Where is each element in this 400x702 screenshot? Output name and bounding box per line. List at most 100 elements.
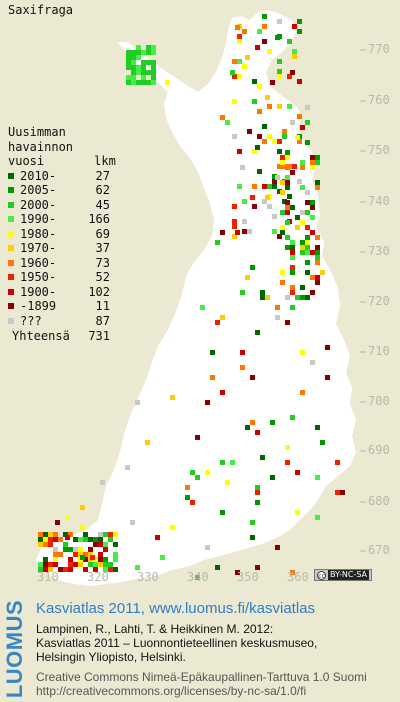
observation-grid-cell bbox=[277, 164, 282, 169]
observation-grid-cell bbox=[255, 145, 260, 150]
observation-grid-cell bbox=[285, 220, 290, 225]
observation-grid-cell bbox=[257, 109, 262, 114]
observation-grid-cell bbox=[210, 350, 215, 355]
observation-grid-cell bbox=[73, 562, 78, 567]
observation-grid-cell bbox=[126, 65, 131, 70]
observation-grid-cell bbox=[43, 567, 48, 572]
observation-grid-cell bbox=[98, 552, 103, 557]
observation-grid-cell bbox=[280, 155, 285, 160]
observation-grid-cell bbox=[295, 295, 300, 300]
observation-grid-cell bbox=[136, 80, 141, 85]
observation-grid-cell bbox=[240, 290, 245, 295]
license: Creative Commons Nimeä-Epäkaupallinen-Ta… bbox=[36, 670, 367, 698]
legend-swatch bbox=[8, 201, 14, 208]
observation-grid-cell bbox=[305, 260, 310, 265]
observation-grid-cell bbox=[237, 34, 242, 39]
legend-count: 45 bbox=[95, 197, 110, 212]
y-tick-label: 700 bbox=[368, 394, 390, 408]
observation-grid-cell bbox=[83, 557, 88, 562]
observation-grid-cell bbox=[93, 562, 98, 567]
observation-grid-cell bbox=[38, 562, 43, 567]
observation-grid-cell bbox=[113, 557, 118, 562]
license-line[interactable]: http://creativecommons.org/licenses/by-n… bbox=[36, 684, 307, 698]
observation-grid-cell bbox=[165, 80, 170, 85]
observation-grid-cell bbox=[220, 510, 225, 515]
observation-grid-cell bbox=[280, 210, 285, 215]
observation-grid-cell bbox=[232, 204, 237, 209]
legend-swatch bbox=[8, 187, 14, 194]
observation-grid-cell bbox=[297, 139, 302, 144]
observation-grid-cell bbox=[292, 49, 297, 54]
observation-grid-cell bbox=[272, 139, 277, 144]
observation-grid-cell bbox=[250, 265, 255, 270]
observation-grid-cell bbox=[257, 169, 262, 174]
observation-grid-cell bbox=[65, 535, 70, 540]
observation-grid-cell bbox=[220, 460, 225, 465]
observation-grid-cell bbox=[80, 555, 85, 560]
legend-count: 62 bbox=[95, 183, 110, 197]
observation-grid-cell bbox=[267, 184, 272, 189]
observation-grid-cell bbox=[285, 320, 290, 325]
legend-count: 73 bbox=[95, 255, 110, 270]
legend-rows: 2010- 27 2005- 62 2000- 45 1990- 166 1980- 69… bbox=[8, 169, 116, 329]
cc-license-badge[interactable]: cc BY-NC-SA bbox=[314, 569, 372, 581]
observation-grid-cell bbox=[277, 59, 282, 64]
legend-heading-line: havainnon bbox=[8, 139, 74, 154]
observation-grid-cell bbox=[63, 547, 68, 552]
y-tick-label: 750 bbox=[368, 143, 390, 157]
observation-grid-cell bbox=[43, 562, 48, 567]
luomus-logo-text: LUOMUS bbox=[2, 599, 27, 699]
observation-grid-cell bbox=[68, 547, 73, 552]
observation-grid-cell bbox=[320, 440, 325, 445]
observation-grid-cell bbox=[287, 194, 292, 199]
observation-grid-cell bbox=[290, 270, 295, 275]
observation-grid-cell bbox=[232, 74, 237, 79]
observation-grid-cell bbox=[292, 54, 297, 59]
observation-grid-cell bbox=[310, 200, 315, 205]
observation-grid-cell bbox=[257, 84, 262, 89]
observation-grid-cell bbox=[310, 155, 315, 160]
observation-grid-cell bbox=[260, 455, 265, 460]
observation-grid-cell bbox=[232, 134, 237, 139]
species-title: Saxifraga bbox=[8, 3, 74, 17]
observation-grid-cell bbox=[73, 547, 78, 552]
observation-grid-cell bbox=[130, 520, 135, 525]
legend-count: 102 bbox=[88, 284, 110, 299]
observation-grid-cell bbox=[146, 60, 151, 65]
observation-grid-cell bbox=[151, 45, 156, 50]
observation-grid-cell bbox=[103, 557, 108, 562]
observation-grid-cell bbox=[285, 200, 290, 205]
observation-grid-cell bbox=[285, 295, 290, 300]
observation-grid-cell bbox=[285, 175, 290, 180]
observation-grid-cell bbox=[103, 532, 108, 537]
observation-grid-cell bbox=[113, 542, 118, 547]
legend-count: 37 bbox=[95, 241, 110, 255]
observation-grid-cell bbox=[280, 230, 285, 235]
observation-grid-cell bbox=[136, 55, 141, 60]
observation-grid-cell bbox=[297, 19, 302, 24]
observation-grid-cell bbox=[267, 134, 272, 139]
x-tick-label: 340 bbox=[187, 570, 209, 584]
observation-grid-cell bbox=[151, 70, 156, 75]
observation-grid-cell bbox=[290, 570, 295, 575]
observation-grid-cell bbox=[135, 400, 140, 405]
observation-grid-cell bbox=[232, 234, 237, 239]
observation-grid-cell bbox=[287, 74, 292, 79]
observation-grid-cell bbox=[267, 104, 272, 109]
observation-grid-cell bbox=[68, 532, 73, 537]
observation-grid-cell bbox=[215, 320, 220, 325]
observation-grid-cell bbox=[185, 495, 190, 500]
observation-grid-cell bbox=[270, 420, 275, 425]
observation-grid-cell bbox=[237, 184, 242, 189]
observation-grid-cell bbox=[58, 552, 63, 557]
observation-grid-cell bbox=[136, 70, 141, 75]
observation-grid-cell bbox=[240, 365, 245, 370]
legend-heading-line: Uusimman bbox=[8, 125, 66, 139]
observation-grid-cell bbox=[83, 532, 88, 537]
observation-grid-cell bbox=[257, 134, 262, 139]
observation-grid-cell bbox=[136, 45, 141, 50]
observation-grid-cell bbox=[131, 70, 136, 75]
kasviatlas-link[interactable]: Kasviatlas 2011, www.luomus.fi/kasviatla… bbox=[36, 600, 316, 617]
observation-grid-cell bbox=[290, 415, 295, 420]
legend-label: 1960- bbox=[20, 255, 57, 270]
